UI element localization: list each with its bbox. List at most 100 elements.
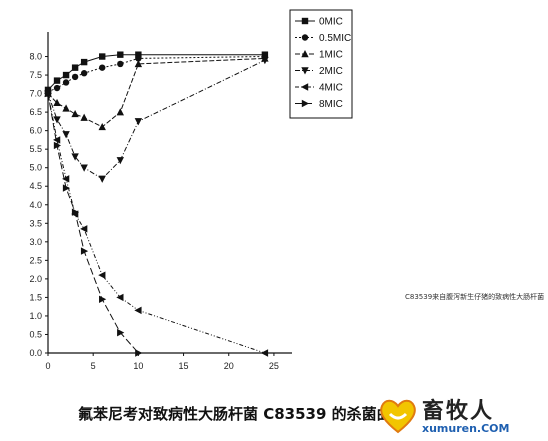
y-tick-label: 1.5: [29, 292, 42, 302]
legend-label: 2MIC: [319, 66, 343, 77]
data-point: [62, 71, 70, 79]
legend-label: 8MIC: [319, 99, 343, 110]
data-point: [117, 328, 125, 337]
legend-marker: [301, 99, 309, 108]
data-point: [135, 51, 142, 58]
x-tick-label: 15: [179, 361, 189, 371]
y-tick-label: 5.5: [29, 144, 42, 154]
data-point: [71, 73, 79, 81]
y-tick-label: 8.0: [29, 52, 42, 62]
data-point: [98, 271, 106, 279]
legend-marker: [301, 83, 309, 91]
series-8MIC: [44, 89, 143, 357]
y-tick-label: 0.5: [29, 329, 42, 339]
series-line: [47, 57, 265, 128]
series-line: [47, 56, 265, 93]
x-tick-label: 20: [224, 361, 234, 371]
data-point: [62, 79, 70, 86]
data-point: [71, 64, 79, 71]
data-point: [80, 164, 88, 172]
series-0MIC: [44, 51, 269, 94]
legend-marker: [301, 50, 309, 58]
watermark-name: 畜牧人: [422, 398, 495, 424]
x-tick-label: 5: [91, 361, 96, 371]
data-point: [44, 89, 52, 98]
series-line: [47, 93, 139, 354]
side-note: C83539来自腹泻新生仔猪的致病性大肠杆菌: [405, 293, 545, 301]
data-point: [261, 57, 269, 65]
y-axis: 0.0 0.5 1.0 1.5 2.0 2.5 3.0 3.5 4.0 4.5 5.0 5.5 6.0 6…: [29, 32, 49, 358]
legend-marker: [301, 17, 309, 25]
data-point: [53, 77, 61, 84]
data-point: [134, 118, 143, 126]
xumuren-watermark: 畜牧人 xumuren.COM: [378, 394, 543, 438]
y-tick-label: 6.5: [29, 107, 42, 117]
data-point: [134, 59, 143, 68]
data-point: [80, 113, 88, 121]
data-point: [134, 306, 142, 315]
data-point: [98, 122, 106, 131]
series-layer: [44, 51, 269, 357]
data-point: [62, 175, 70, 183]
data-point: [71, 208, 80, 216]
data-point: [116, 157, 124, 165]
data-point: [71, 153, 79, 161]
data-point: [99, 53, 106, 60]
y-tick-label: 1.0: [29, 311, 42, 321]
data-point: [53, 116, 61, 124]
y-tick-label: 7.0: [29, 89, 42, 99]
legend-marker: [301, 34, 309, 41]
legend-box: [289, 9, 353, 119]
y-tick-label: 2.5: [29, 255, 42, 265]
data-point: [53, 98, 61, 107]
x-axis: 0 5 10 15 20 25: [45, 352, 292, 371]
data-point: [80, 247, 89, 255]
series-line: [47, 59, 266, 180]
data-point: [117, 51, 124, 58]
series-2MIC: [44, 57, 269, 183]
data-point: [98, 175, 106, 183]
y-tick-label: 3.5: [29, 218, 42, 228]
legend-label: 4MIC: [319, 83, 343, 94]
legend-marker: [301, 67, 309, 75]
data-point: [53, 136, 61, 144]
data-point: [71, 109, 79, 118]
watermark-url: xumuren.COM: [422, 422, 510, 435]
heart-logo-icon: [380, 399, 416, 434]
series-1MIC: [44, 54, 269, 131]
data-point: [260, 349, 269, 357]
y-tick-label: 2.0: [29, 274, 42, 284]
data-point: [135, 349, 143, 357]
data-point: [116, 293, 124, 302]
series-line: [47, 93, 266, 354]
data-point: [62, 184, 71, 192]
legend-label: 0MIC: [319, 17, 343, 28]
data-point: [80, 58, 88, 66]
data-point: [135, 55, 142, 62]
legend-label: 0.5MIC: [319, 33, 351, 44]
data-point: [116, 108, 124, 116]
data-point: [53, 141, 62, 150]
y-tick-label: 6.0: [29, 126, 42, 136]
data-point: [80, 70, 88, 77]
y-tick-label: 5.0: [29, 163, 42, 173]
chart-caption: 氟苯尼考对致病性大肠杆菌 C83539 的杀菌曲线: [78, 405, 407, 423]
y-tick-label: 4.5: [29, 181, 42, 191]
data-point: [53, 84, 61, 92]
x-tick-label: 0: [45, 361, 50, 371]
y-tick-label: 3.0: [29, 237, 42, 247]
legend-label: 1MIC: [319, 50, 343, 61]
data-point: [117, 60, 124, 68]
data-point: [62, 131, 70, 139]
y-tick-label: 0.0: [29, 348, 42, 358]
x-tick-label: 25: [269, 361, 279, 371]
legend: 0MIC 0.5MIC 1MIC 2MIC 4MIC 8MIC: [289, 9, 353, 119]
y-tick-label: 4.0: [29, 200, 42, 210]
data-point: [62, 104, 70, 112]
data-point: [99, 295, 107, 303]
data-point: [99, 64, 106, 71]
x-tick-label: 10: [133, 361, 143, 371]
data-point: [80, 225, 88, 233]
y-tick-label: 7.5: [29, 70, 42, 80]
